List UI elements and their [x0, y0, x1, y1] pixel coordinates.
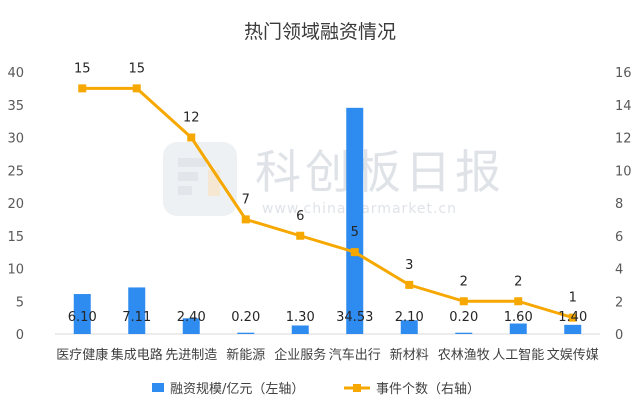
watermark-logo-icon [163, 142, 237, 216]
legend: 融资规模/亿元（左轴） 事件个数（右轴） [152, 382, 480, 397]
y-right-tick-label: 14 [615, 99, 632, 114]
y-left-tick-label: 25 [7, 164, 24, 179]
line-marker [187, 133, 196, 142]
bar [400, 320, 418, 334]
x-category-label: 集成电路 [111, 347, 163, 363]
line-marker [296, 231, 305, 240]
x-category-label: 人工智能 [492, 348, 544, 363]
bar-value-label: 2.40 [177, 310, 206, 325]
bar [73, 294, 91, 334]
bar [346, 107, 364, 335]
bar-value-label: 0.20 [231, 310, 260, 325]
line-marker [132, 84, 141, 93]
data-labels: 6.10 7.11 2.40 0.20 1.30 34.53 2.10 0.20 1.60 1.4… [68, 61, 587, 325]
y-left-tick-label: 5 [16, 295, 24, 310]
bar [128, 287, 146, 334]
line-marker [350, 248, 359, 257]
line-value-label: 5 [351, 225, 359, 240]
x-category-label: 医疗健康 [56, 347, 108, 363]
y-left-tick-label: 15 [7, 230, 24, 245]
y-right-tick-label: 0 [615, 328, 623, 343]
chart-title: 热门领域融资情况 [244, 21, 396, 43]
legend-line-marker [353, 384, 361, 392]
bar [237, 332, 255, 334]
y-right-tick-label: 6 [615, 230, 623, 245]
y-right-tick-label: 10 [615, 164, 632, 179]
y-right-tick-label: 4 [615, 263, 623, 278]
y-right-tick-label: 16 [615, 66, 632, 81]
line-value-label: 7 [242, 192, 250, 207]
line-marker [514, 297, 523, 306]
line-value-label: 6 [296, 209, 304, 224]
bar [455, 332, 473, 334]
line-value-label: 15 [128, 61, 145, 76]
bar-value-label: 7.11 [122, 310, 151, 325]
line-series [78, 84, 577, 322]
watermark-brand: 科创板日报 [255, 145, 505, 199]
legend-bar-label: 融资规模/亿元（左轴） [170, 382, 304, 397]
line-path [82, 86, 574, 320]
bar [564, 324, 582, 334]
y-left-tick-label: 40 [7, 66, 24, 81]
y-left-tick-label: 20 [7, 197, 24, 212]
bar [182, 318, 200, 334]
x-category-label: 先进制造 [165, 348, 217, 363]
bar-value-label: 0.20 [449, 310, 478, 325]
y-right-tick-label: 2 [615, 295, 623, 310]
line-value-label: 1 [569, 291, 577, 306]
line-value-label: 2 [460, 274, 468, 289]
y-right-tick-label: 12 [615, 132, 632, 147]
legend-line-label: 事件个数（右轴） [376, 382, 480, 397]
legend-bar-swatch [152, 383, 164, 392]
x-category-label: 农林渔牧 [438, 348, 490, 363]
x-category-label: 汽车出行 [329, 347, 381, 363]
bar [509, 323, 527, 334]
line-value-label: 15 [74, 61, 91, 76]
y-left-tick-label: 35 [7, 99, 24, 114]
bar-value-label: 34.53 [336, 310, 373, 325]
y-left-tick-label: 10 [7, 263, 24, 278]
line-marker [78, 84, 87, 93]
y-right-tick-label: 8 [615, 197, 623, 212]
bar-value-label: 1.40 [558, 310, 587, 325]
bar-value-label: 6.10 [68, 310, 97, 325]
x-category-label: 新材料 [390, 347, 429, 363]
watermark: 科创板日报 www.chinastarmarket.cn [163, 142, 505, 217]
line-value-label: 12 [183, 111, 200, 126]
line-value-label: 3 [405, 258, 413, 273]
x-category-label: 文娱传媒 [547, 348, 599, 363]
x-category-label: 新能源 [226, 347, 265, 363]
y-left-tick-label: 30 [7, 132, 24, 147]
y-left-tick-label: 0 [16, 328, 24, 343]
bar [291, 325, 309, 334]
line-marker [459, 297, 468, 306]
bar-value-label: 1.30 [286, 310, 315, 325]
bar-series [73, 107, 582, 335]
bar-value-label: 1.60 [504, 310, 533, 325]
line-marker [405, 280, 414, 289]
line-marker [241, 215, 250, 224]
line-marker [568, 313, 577, 322]
bar-value-label: 2.10 [395, 310, 424, 325]
x-category-label: 企业服务 [274, 347, 326, 363]
line-value-label: 2 [514, 274, 522, 289]
